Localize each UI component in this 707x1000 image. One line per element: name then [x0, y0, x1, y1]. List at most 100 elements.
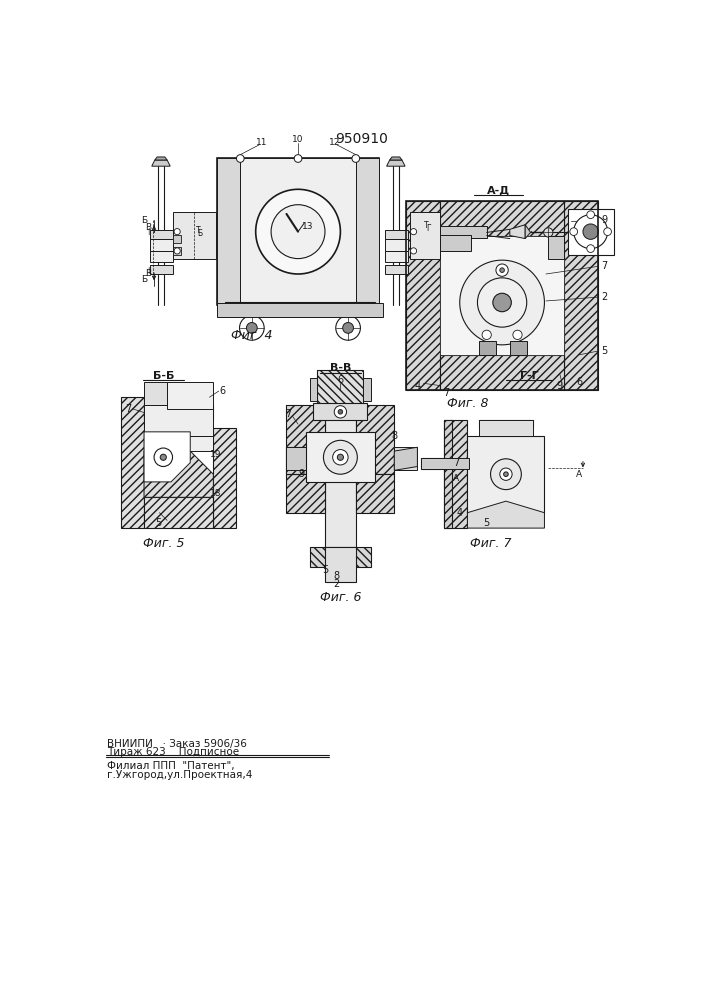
Text: 10: 10 [292, 135, 304, 144]
Text: Фиг. 8: Фиг. 8 [447, 397, 489, 410]
Circle shape [247, 323, 257, 333]
Bar [440, 235, 563, 355]
Bar [356, 158, 379, 305]
Text: В: В [145, 223, 151, 232]
Text: 7: 7 [286, 409, 292, 419]
Circle shape [334, 406, 346, 418]
Circle shape [604, 228, 612, 235]
Bar [240, 158, 356, 305]
Bar [549, 235, 563, 259]
Bar [150, 239, 173, 251]
Text: Фиг. 5: Фиг. 5 [143, 537, 184, 550]
Circle shape [154, 448, 173, 466]
Text: Б: Б [198, 229, 203, 238]
Text: 5: 5 [322, 565, 328, 575]
Bar [406, 201, 598, 389]
Polygon shape [155, 157, 167, 160]
Text: 18: 18 [210, 489, 221, 498]
Circle shape [333, 450, 348, 465]
Bar [286, 447, 305, 470]
Text: 12: 12 [329, 138, 340, 147]
Circle shape [236, 155, 244, 162]
Circle shape [256, 189, 340, 274]
Circle shape [583, 224, 598, 239]
Bar [467, 436, 544, 513]
Bar [325, 547, 356, 582]
Text: 5: 5 [602, 346, 607, 356]
Bar [305, 432, 375, 482]
Circle shape [587, 245, 595, 252]
Text: Б: Б [141, 216, 147, 225]
Text: Г-Г: Г-Г [520, 371, 538, 381]
Text: Филиал ППП  "Патент",: Филиал ППП "Патент", [107, 761, 235, 771]
Circle shape [337, 454, 344, 460]
Text: А-Д: А-Д [486, 186, 510, 196]
Bar [395, 447, 417, 470]
Circle shape [482, 330, 491, 339]
Polygon shape [144, 451, 214, 497]
Text: 8: 8 [334, 571, 339, 581]
Circle shape [294, 155, 302, 162]
Text: |: | [147, 267, 149, 274]
Text: 2: 2 [334, 579, 339, 589]
Circle shape [544, 228, 553, 237]
Bar [144, 405, 214, 436]
Polygon shape [525, 225, 530, 239]
Bar [421, 458, 446, 469]
Bar [385, 239, 408, 251]
Bar [121, 397, 144, 528]
Text: 4: 4 [457, 508, 463, 518]
Bar [385, 265, 408, 274]
Text: В: В [145, 269, 151, 278]
Bar [144, 405, 214, 420]
Bar [563, 201, 598, 389]
Bar [144, 497, 214, 528]
Circle shape [343, 323, 354, 333]
Text: 7: 7 [443, 388, 450, 398]
Bar [409, 212, 440, 259]
Circle shape [477, 278, 527, 327]
Bar [568, 209, 614, 255]
Circle shape [160, 454, 166, 460]
Circle shape [338, 410, 343, 414]
Text: 7: 7 [452, 458, 459, 468]
Text: Г: Г [426, 224, 431, 233]
Bar [173, 235, 181, 243]
Text: 5: 5 [155, 518, 161, 528]
Bar [363, 378, 371, 401]
Text: Тираж 623    Подписное: Тираж 623 Подписное [107, 747, 239, 757]
Bar [217, 158, 240, 305]
Bar [173, 247, 181, 255]
Circle shape [491, 459, 521, 490]
Text: А: А [452, 474, 459, 483]
Text: |: | [147, 228, 149, 235]
Text: 6: 6 [219, 386, 226, 396]
Text: 5: 5 [484, 518, 490, 528]
Circle shape [503, 472, 508, 477]
Circle shape [174, 248, 180, 254]
Bar [150, 230, 173, 239]
Circle shape [240, 316, 264, 340]
Bar [356, 405, 395, 474]
Bar [150, 251, 173, 262]
Text: 13: 13 [301, 222, 313, 231]
Circle shape [411, 229, 416, 235]
Text: Б: Б [141, 275, 147, 284]
Polygon shape [390, 157, 402, 160]
Bar [217, 303, 382, 317]
Circle shape [460, 260, 544, 345]
Bar [150, 265, 173, 274]
Polygon shape [152, 160, 170, 166]
Circle shape [324, 440, 357, 474]
Bar [440, 355, 563, 389]
Bar [440, 235, 472, 251]
Circle shape [500, 468, 512, 480]
Text: В-В: В-В [329, 363, 351, 373]
Polygon shape [510, 225, 525, 239]
Bar [144, 382, 167, 405]
Circle shape [174, 229, 180, 235]
Circle shape [352, 155, 360, 162]
Circle shape [271, 205, 325, 259]
Text: 4: 4 [414, 381, 421, 391]
Text: 6: 6 [337, 375, 344, 385]
